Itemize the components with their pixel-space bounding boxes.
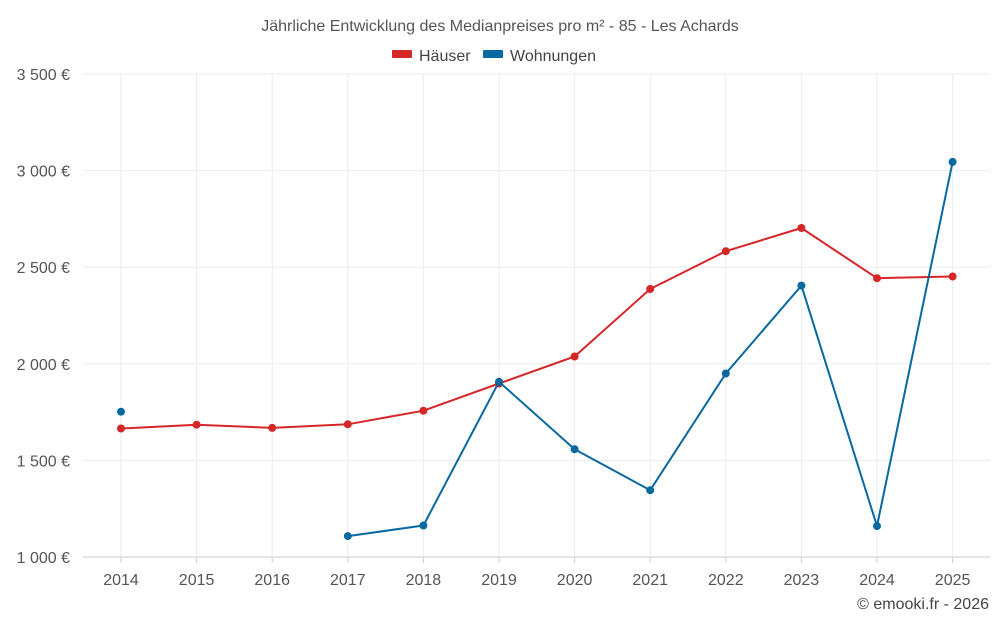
y-tick-label: 3 500 € bbox=[17, 67, 70, 84]
y-tick-label: 1 500 € bbox=[17, 453, 70, 470]
data-point-wohnungen[interactable] bbox=[117, 407, 125, 416]
data-point-wohnungen[interactable] bbox=[721, 369, 730, 378]
data-point-haeuser[interactable] bbox=[948, 272, 957, 281]
data-point-haeuser[interactable] bbox=[343, 420, 352, 429]
data-point-wohnungen[interactable] bbox=[948, 157, 957, 166]
data-point-haeuser[interactable] bbox=[192, 420, 201, 429]
data-point-haeuser[interactable] bbox=[721, 247, 730, 256]
data-point-wohnungen[interactable] bbox=[873, 522, 881, 531]
legend-item-haeuser[interactable]: Häuser bbox=[392, 48, 471, 65]
data-point-wohnungen[interactable] bbox=[646, 486, 655, 495]
x-tick-label: 2023 bbox=[784, 572, 820, 589]
series bbox=[117, 157, 957, 541]
x-tick-label: 2014 bbox=[103, 572, 139, 589]
data-point-haeuser[interactable] bbox=[797, 224, 806, 232]
y-tick-label: 2 500 € bbox=[17, 260, 70, 277]
data-point-haeuser[interactable] bbox=[570, 352, 579, 361]
data-point-haeuser[interactable] bbox=[873, 274, 881, 283]
x-tick-label: 2017 bbox=[330, 572, 366, 589]
y-tick-label: 1 000 € bbox=[17, 550, 70, 567]
x-tick-label: 2024 bbox=[859, 572, 895, 589]
legend: Häuser Wohnungen bbox=[392, 48, 596, 65]
legend-label-haeuser: Häuser bbox=[419, 48, 471, 65]
y-tick-label: 2 000 € bbox=[17, 357, 70, 374]
x-tick-label: 2018 bbox=[406, 572, 442, 589]
data-point-wohnungen[interactable] bbox=[495, 377, 503, 386]
series-haeuser bbox=[117, 224, 957, 433]
x-tick-label: 2016 bbox=[254, 572, 290, 589]
x-tick-label: 2019 bbox=[481, 572, 517, 589]
grid bbox=[83, 73, 990, 558]
data-point-haeuser[interactable] bbox=[117, 424, 125, 433]
legend-swatch-wohnungen bbox=[483, 50, 503, 58]
legend-swatch-haeuser bbox=[392, 50, 412, 58]
chart-title: Jährliche Entwicklung des Medianpreises … bbox=[261, 18, 739, 35]
x-tick-label: 2021 bbox=[632, 572, 668, 589]
series-line-haeuser bbox=[120, 227, 953, 430]
legend-item-wohnungen[interactable]: Wohnungen bbox=[483, 48, 596, 65]
legend-label-wohnungen: Wohnungen bbox=[510, 48, 596, 65]
y-tick-label: 3 000 € bbox=[17, 164, 70, 181]
credit: © emooki.fr - 2026 bbox=[857, 596, 989, 613]
data-point-wohnungen[interactable] bbox=[419, 521, 428, 530]
x-tick-label: 2020 bbox=[557, 572, 593, 589]
data-point-wohnungen[interactable] bbox=[570, 445, 579, 454]
y-axis: 1 000 € 1 500 € 2 000 € 2 500 € 3 000 € 3 500… bbox=[17, 67, 70, 567]
x-tick-label: 2022 bbox=[708, 572, 744, 589]
x-tick-label: 2015 bbox=[179, 572, 215, 589]
data-point-wohnungen[interactable] bbox=[343, 532, 352, 541]
data-point-haeuser[interactable] bbox=[419, 406, 428, 415]
data-point-haeuser[interactable] bbox=[646, 285, 655, 293]
x-tick-label: 2025 bbox=[935, 572, 971, 589]
x-axis: 2014 2015 2016 2017 2018 2019 2020 2021 2022 2023… bbox=[103, 557, 970, 589]
series-wohnungen bbox=[117, 157, 957, 541]
data-point-wohnungen[interactable] bbox=[797, 281, 806, 290]
data-point-haeuser[interactable] bbox=[268, 423, 277, 432]
